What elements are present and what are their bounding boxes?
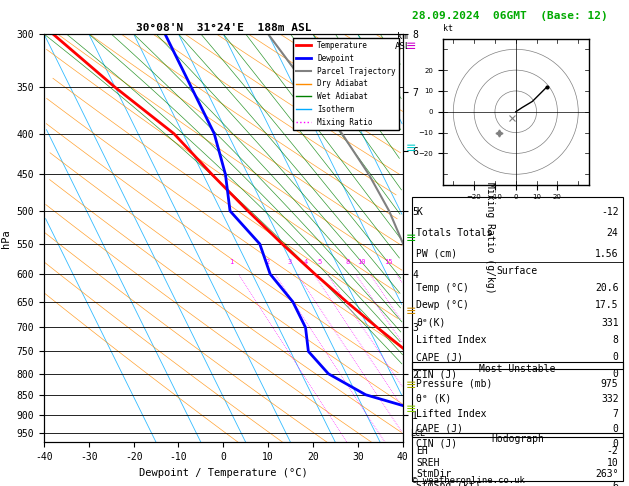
Text: ≡: ≡ <box>406 403 416 416</box>
Y-axis label: hPa: hPa <box>1 229 11 247</box>
Text: 7: 7 <box>613 409 618 419</box>
Text: 3: 3 <box>287 260 292 265</box>
Text: ≡: ≡ <box>406 232 416 244</box>
Text: 975: 975 <box>601 379 618 389</box>
Text: CIN (J): CIN (J) <box>416 369 457 380</box>
Text: SREH: SREH <box>416 458 440 468</box>
Text: 332: 332 <box>601 394 618 404</box>
X-axis label: Dewpoint / Temperature (°C): Dewpoint / Temperature (°C) <box>139 468 308 478</box>
Y-axis label: Mixing Ratio (g/kg): Mixing Ratio (g/kg) <box>484 182 494 294</box>
Text: ≡: ≡ <box>406 40 416 53</box>
Text: 1: 1 <box>229 260 233 265</box>
Text: 331: 331 <box>601 318 618 328</box>
Text: 8: 8 <box>345 260 350 265</box>
Text: Dewp (°C): Dewp (°C) <box>416 300 469 311</box>
Text: km
ASL: km ASL <box>394 32 411 51</box>
Text: 20.6: 20.6 <box>595 283 618 293</box>
Text: 24: 24 <box>607 228 618 238</box>
Text: PW (cm): PW (cm) <box>416 249 457 259</box>
Text: 8: 8 <box>613 335 618 345</box>
Text: 15: 15 <box>384 260 392 265</box>
Text: 4: 4 <box>304 260 308 265</box>
Legend: Temperature, Dewpoint, Parcel Trajectory, Dry Adiabat, Wet Adiabat, Isotherm, Mi: Temperature, Dewpoint, Parcel Trajectory… <box>292 38 399 130</box>
Text: -2: -2 <box>607 446 618 456</box>
Text: Hodograph: Hodograph <box>491 434 544 444</box>
Text: 263°: 263° <box>595 469 618 480</box>
Text: kt: kt <box>443 23 453 33</box>
Text: Totals Totals: Totals Totals <box>416 228 493 238</box>
Text: StmDir: StmDir <box>416 469 452 480</box>
Text: © weatheronline.co.uk: © weatheronline.co.uk <box>412 476 525 485</box>
Text: 28.09.2024  06GMT  (Base: 12): 28.09.2024 06GMT (Base: 12) <box>412 11 608 21</box>
Text: θᵉ(K): θᵉ(K) <box>416 318 445 328</box>
Text: Pressure (mb): Pressure (mb) <box>416 379 493 389</box>
Text: θᵉ (K): θᵉ (K) <box>416 394 452 404</box>
Text: ≡: ≡ <box>406 305 416 318</box>
Text: Temp (°C): Temp (°C) <box>416 283 469 293</box>
Text: 0: 0 <box>613 369 618 380</box>
Text: CAPE (J): CAPE (J) <box>416 424 463 434</box>
Text: ≡: ≡ <box>406 379 416 392</box>
Text: Lifted Index: Lifted Index <box>416 335 487 345</box>
Text: LCL: LCL <box>409 429 425 438</box>
Text: -12: -12 <box>601 207 618 217</box>
Text: ≡: ≡ <box>406 142 416 155</box>
Text: K: K <box>416 207 422 217</box>
Text: 0: 0 <box>613 352 618 362</box>
Text: 6: 6 <box>613 481 618 486</box>
Text: 1.56: 1.56 <box>595 249 618 259</box>
Text: StmSpd (kt): StmSpd (kt) <box>416 481 481 486</box>
Text: 10: 10 <box>357 260 366 265</box>
Text: 2: 2 <box>265 260 269 265</box>
Text: 0: 0 <box>613 424 618 434</box>
Text: Surface: Surface <box>497 266 538 276</box>
Text: 10: 10 <box>607 458 618 468</box>
Text: Most Unstable: Most Unstable <box>479 364 555 374</box>
Text: CAPE (J): CAPE (J) <box>416 352 463 362</box>
Text: Lifted Index: Lifted Index <box>416 409 487 419</box>
Text: CIN (J): CIN (J) <box>416 439 457 449</box>
Title: 30°08'N  31°24'E  188m ASL: 30°08'N 31°24'E 188m ASL <box>135 23 311 33</box>
Text: EH: EH <box>416 446 428 456</box>
Text: 17.5: 17.5 <box>595 300 618 311</box>
Text: 5: 5 <box>317 260 321 265</box>
Text: 0: 0 <box>613 439 618 449</box>
